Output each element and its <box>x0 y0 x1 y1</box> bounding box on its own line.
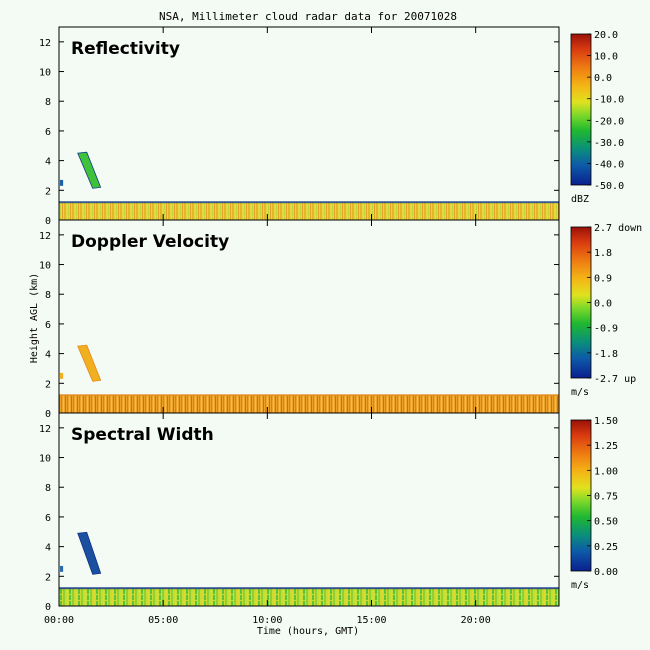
data-layer-small-patch <box>60 372 64 379</box>
panel-doppler-velocity: 0 2 4 6 8 10 12 Doppler Velocity 2.7 down 1.8 0.9 0… <box>39 219 642 420</box>
colorbar-tick-label: 0.00 <box>594 567 618 578</box>
data-layer-top-edge <box>59 587 559 590</box>
x-tick-label: 20:00 <box>461 615 491 626</box>
y-tick-label: 8 <box>45 97 51 108</box>
colorbar-tick-label: 0.75 <box>594 492 618 503</box>
panel-spectral-width: 0 2 4 6 8 10 12 Spectral Width 1.50 1.25 1.00 0.75 0… <box>39 412 618 626</box>
y-tick-label: 12 <box>39 424 51 435</box>
plot-area <box>59 27 559 220</box>
colorbar-tick-label: 1.50 <box>594 416 618 427</box>
y-axis-label: Height AGL (km) <box>29 273 40 363</box>
colorbar-tick-label: 20.0 <box>594 30 618 41</box>
y-tick-label: 4 <box>45 157 51 168</box>
colorbar-tick-label: -30.0 <box>594 138 624 149</box>
colorbar-tick-label: 1.8 <box>594 248 612 259</box>
data-layer-small-patch <box>60 179 64 186</box>
panel-title: Doppler Velocity <box>71 232 229 252</box>
y-tick-label: 4 <box>45 543 51 554</box>
figure-title: NSA, Millimeter cloud radar data for 200… <box>159 10 457 23</box>
y-tick-label: 2 <box>45 572 51 583</box>
colorbar-tick-label: 1.00 <box>594 466 618 477</box>
y-tick-label: 6 <box>45 513 51 524</box>
data-layer-top-edge <box>59 201 559 204</box>
y-tick-label: 6 <box>45 127 51 138</box>
plot-area <box>59 220 559 413</box>
colorbar <box>570 33 592 186</box>
colorbar-tick-label: 1.25 <box>594 441 618 452</box>
data-layer-low-level <box>59 202 559 220</box>
x-axis-label: Time (hours, GMT) <box>257 626 359 637</box>
y-tick-label: 10 <box>39 454 51 465</box>
y-tick-label: 10 <box>39 261 51 272</box>
colorbar-tick-label: 2.7 down <box>594 223 642 234</box>
panel-reflectivity: 0 2 4 6 8 10 12 Reflectivity 20.0 10.0 0.0 -10.0 -20… <box>39 26 624 227</box>
colorbar-tick-label: 0.25 <box>594 542 618 553</box>
data-layer-small-patch <box>60 565 64 572</box>
x-tick-label: 15:00 <box>356 615 386 626</box>
y-tick-label: 0 <box>45 409 51 420</box>
colorbar-tick-label: 0.0 <box>594 299 612 310</box>
x-tick-label: 00:00 <box>44 615 74 626</box>
y-tick-label: 8 <box>45 483 51 494</box>
y-tick-label: 4 <box>45 350 51 361</box>
plot-area <box>59 413 559 606</box>
data-layer-low-level <box>59 588 559 606</box>
plot-frame <box>58 412 560 607</box>
y-tick-label: 0 <box>45 602 51 613</box>
y-tick-label: 12 <box>39 231 51 242</box>
colorbar-tick-label: -1.8 <box>594 349 618 360</box>
panel-title: Spectral Width <box>71 425 214 445</box>
y-tick-label: 8 <box>45 290 51 301</box>
colorbar-tick-label: -40.0 <box>594 159 624 170</box>
y-tick-label: 2 <box>45 379 51 390</box>
colorbar-unit: dBZ <box>571 194 589 205</box>
colorbar-unit: m/s <box>571 580 589 591</box>
x-tick-label: 10:00 <box>252 615 282 626</box>
data-layer-sloping <box>77 344 102 382</box>
y-tick-label: 6 <box>45 320 51 331</box>
y-tick-label: 10 <box>39 68 51 79</box>
colorbar-tick-label: -20.0 <box>594 116 624 127</box>
colorbar-tick-label: 0.0 <box>594 73 612 84</box>
colorbar-tick-label: 10.0 <box>594 52 618 63</box>
colorbar-tick-label: -2.7 up <box>594 374 636 385</box>
y-tick-label: 2 <box>45 186 51 197</box>
data-layer-low-level <box>59 395 559 413</box>
x-tick-label: 05:00 <box>148 615 178 626</box>
colorbar-tick-label: 0.9 <box>594 273 612 284</box>
y-tick-label: 0 <box>45 216 51 227</box>
panel-title: Reflectivity <box>71 39 180 59</box>
colorbar-tick-label: -0.9 <box>594 324 618 335</box>
colorbar-tick-label: 0.50 <box>594 517 618 528</box>
colorbar-tick-label: -10.0 <box>594 95 624 106</box>
data-layer-sloping <box>77 531 102 575</box>
y-tick-label: 12 <box>39 38 51 49</box>
data-layer-sloping <box>77 151 102 189</box>
colorbar-unit: m/s <box>571 387 589 398</box>
colorbar-tick-label: -50.0 <box>594 181 624 192</box>
data-layer-top-edge <box>59 394 559 397</box>
